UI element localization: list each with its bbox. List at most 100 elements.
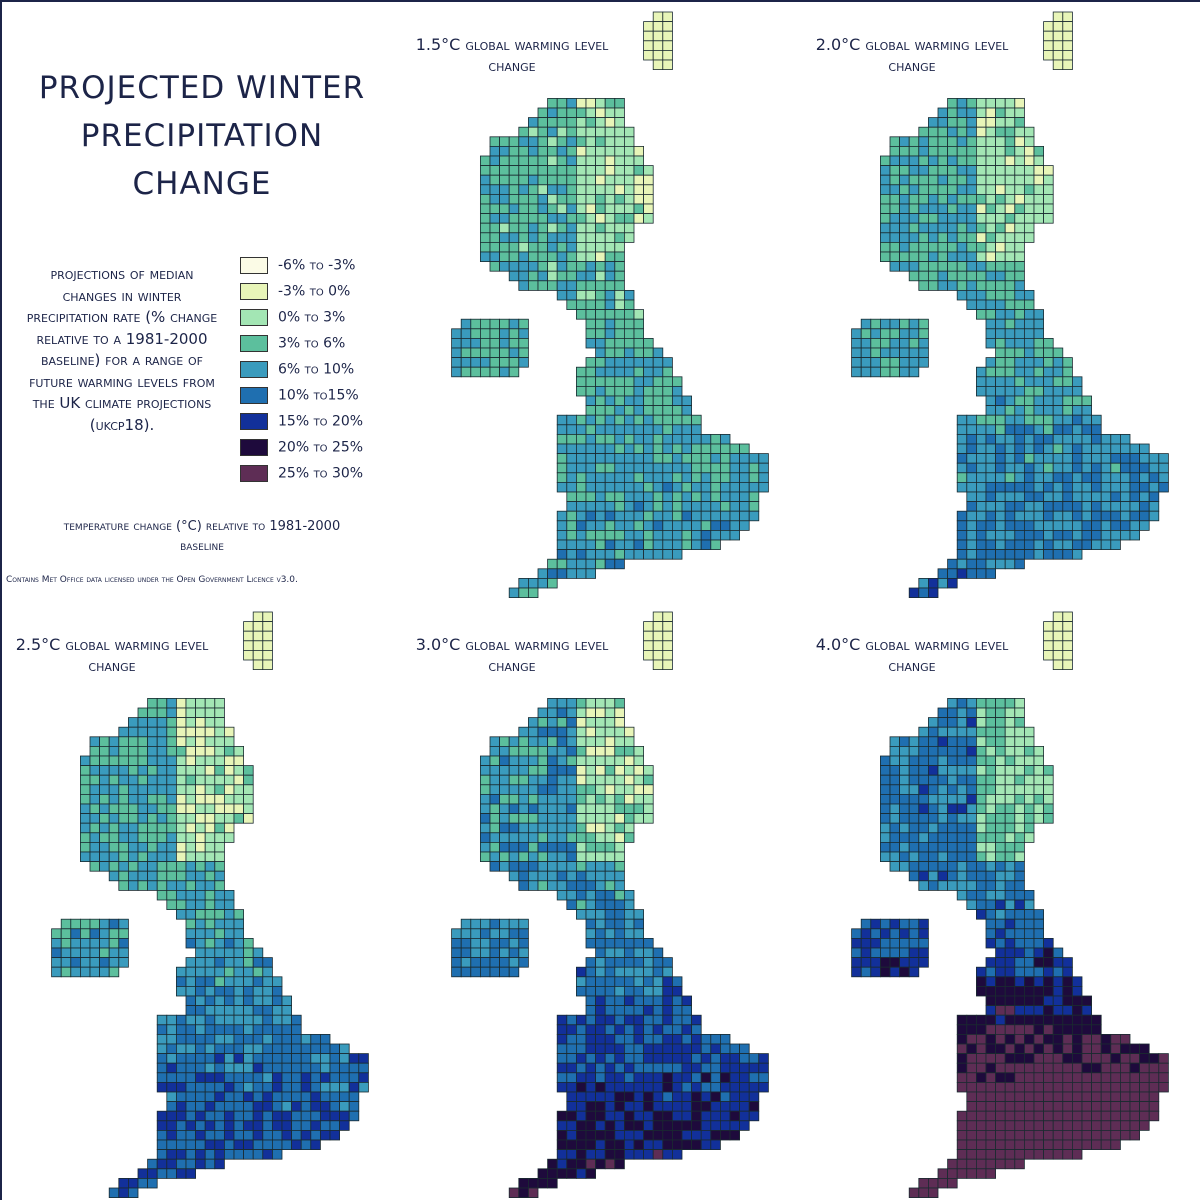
grid-cell [956, 1043, 968, 1055]
grid-cell [489, 347, 501, 359]
grid-cell [252, 1014, 264, 1026]
grid-cell [233, 976, 245, 987]
grid-cell [860, 928, 872, 939]
grid-cell [1120, 1043, 1131, 1055]
grid-cell [528, 755, 539, 767]
grid-cell [70, 957, 81, 968]
grid-cell [652, 366, 664, 378]
grid-cell [633, 193, 645, 205]
grid-cell [281, 1091, 293, 1103]
grid-cell [1052, 530, 1064, 541]
grid-cell [595, 385, 606, 397]
grid-cell [537, 213, 549, 224]
grid-cell [489, 774, 501, 786]
grid-cell [1052, 640, 1064, 651]
grid-cell [643, 165, 654, 176]
grid-cell [624, 736, 635, 747]
grid-cell [985, 501, 997, 512]
grid-cell [956, 520, 968, 531]
grid-cell [889, 774, 901, 786]
grid-cell [499, 755, 510, 767]
grid-cell [175, 976, 187, 987]
grid-cell [489, 803, 501, 815]
grid-cell [700, 1110, 712, 1122]
grid-cell [233, 909, 245, 920]
grid-cell [633, 1139, 645, 1151]
grid-cell [681, 501, 693, 512]
grid-cell [633, 1043, 645, 1055]
credit: Contains Met Office data licensed under … [6, 575, 298, 585]
grid-cell [633, 909, 645, 920]
grid-cell [80, 832, 91, 843]
grid-cell [233, 746, 245, 757]
grid-cell [1004, 424, 1016, 435]
grid-cell [681, 1005, 693, 1016]
grid-cell [889, 861, 901, 872]
grid-cell [156, 1014, 168, 1026]
grid-cell [710, 1034, 721, 1045]
grid-cell [995, 784, 1006, 795]
grid-cell [118, 870, 129, 882]
grid-cell [1014, 117, 1025, 128]
grid-cell [966, 842, 977, 853]
grid-cell [918, 193, 929, 205]
grid-cell [1024, 755, 1035, 767]
grid-cell [880, 251, 891, 263]
grid-cell [995, 1072, 1006, 1083]
grid-cell [576, 453, 587, 464]
grid-cell [166, 1149, 177, 1160]
grid-cell [604, 966, 616, 978]
grid-cell [729, 1120, 741, 1131]
grid-cell [528, 842, 539, 853]
grid-cell [1004, 414, 1016, 426]
grid-cell [976, 443, 987, 455]
grid-cell [80, 803, 91, 815]
grid-cell [223, 1101, 235, 1112]
grid-cell [700, 1053, 712, 1064]
grid-cell [739, 1082, 750, 1093]
grid-cell [995, 1053, 1006, 1064]
grid-cell [576, 986, 587, 997]
grid-cell [691, 530, 702, 541]
grid-cell [537, 822, 549, 834]
grid-cell [243, 630, 254, 642]
grid-cell [204, 890, 216, 901]
map-label: 1.5°C global warming level change [415, 35, 609, 75]
grid-cell [556, 803, 568, 815]
grid-cell [223, 918, 235, 930]
grid-cell [604, 222, 616, 234]
grid-cell [576, 568, 587, 579]
grid-cell [576, 203, 587, 215]
grid-cell [185, 822, 197, 834]
grid-cell [547, 736, 558, 747]
grid-cell [489, 938, 501, 949]
grid-cell [928, 251, 939, 263]
grid-cell [214, 899, 225, 911]
grid-cell [633, 385, 645, 397]
grid-cell [1004, 328, 1016, 339]
grid-cell [985, 568, 997, 579]
grid-cell [1062, 462, 1073, 474]
grid-cell [595, 289, 606, 301]
map-label: 2.0°C global warming level change [815, 35, 1009, 75]
grid-cell [1004, 453, 1016, 464]
grid-cell [1004, 530, 1016, 541]
grid-cell [937, 174, 949, 186]
grid-cell [1091, 539, 1102, 551]
grid-cell [499, 366, 510, 378]
grid-cell [1033, 1072, 1045, 1083]
grid-cell [947, 813, 958, 824]
grid-cell [576, 558, 587, 570]
grid-cell [985, 337, 997, 349]
grid-cell [348, 1062, 360, 1074]
grid-cell [89, 755, 101, 767]
grid-cell [147, 726, 158, 738]
grid-cell [271, 1043, 283, 1055]
grid-cell [576, 107, 587, 119]
grid-cell [1120, 1110, 1131, 1122]
grid-cell [937, 803, 949, 815]
grid-cell [956, 1062, 968, 1074]
grid-cell [508, 966, 520, 978]
grid-cell [976, 842, 987, 853]
grid-cell [966, 520, 977, 531]
